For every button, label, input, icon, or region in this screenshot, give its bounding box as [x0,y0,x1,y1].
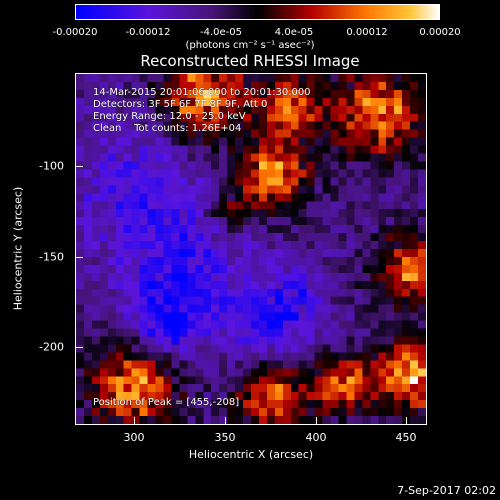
y-axis-label-wrap: Heliocentric Y (arcsec) [0,187,98,311]
info-energy: Energy Range: 12.0 - 25.0 keV [93,111,246,122]
info-clean: Clean Tot counts: 1.26E+04 [93,123,242,134]
x-tick-mark [406,417,407,425]
x-tick-label: 400 [305,431,327,444]
y-tick-mark [75,257,83,258]
x-tick-label: 300 [123,431,145,444]
y-tick-label: -100 [39,159,64,173]
footer-date: 7-Sep-2017 02:02 [397,484,496,497]
x-tick-mark [316,417,317,425]
rhessi-image [76,74,426,424]
x-tick-label: 450 [395,431,417,444]
info-peak: Position of Peak = [455,-208] [93,397,240,408]
y-tick-label: -150 [39,250,64,264]
x-tick-mark [134,417,135,425]
colorbar-tick-label: -0.00012 [125,27,171,38]
colorbar-tick-label: -4.0e-05 [200,27,242,38]
colorbar-tick-label: 4.0e-05 [274,27,314,38]
y-axis-label: Heliocentric Y (arcsec) [11,186,25,311]
colorbar [75,4,440,20]
y-tick-mark [75,166,83,167]
x-axis-label: Heliocentric X (arcsec) [188,448,314,461]
x-tick-label: 350 [214,431,236,444]
colorbar-tick-label: 0.00020 [419,27,461,38]
plot-frame [75,73,427,425]
colorbar-tick-label: 0.00012 [346,27,388,38]
y-tick-mark [75,347,83,348]
colorbar-units: (photons cm⁻² s⁻¹ asec⁻²) [185,40,315,51]
info-detectors: Detectors: 3F 5F 6F 7F 8F 9F, Att 0 [93,99,268,110]
info-time: 14-Mar-2015 20:01:06.000 to 20:01:30.000 [93,87,311,98]
plot-title: Reconstructed RHESSI Image [140,52,360,70]
y-tick-label: -200 [39,340,64,354]
x-tick-mark [225,417,226,425]
colorbar-tick-label: -0.00020 [52,27,98,38]
